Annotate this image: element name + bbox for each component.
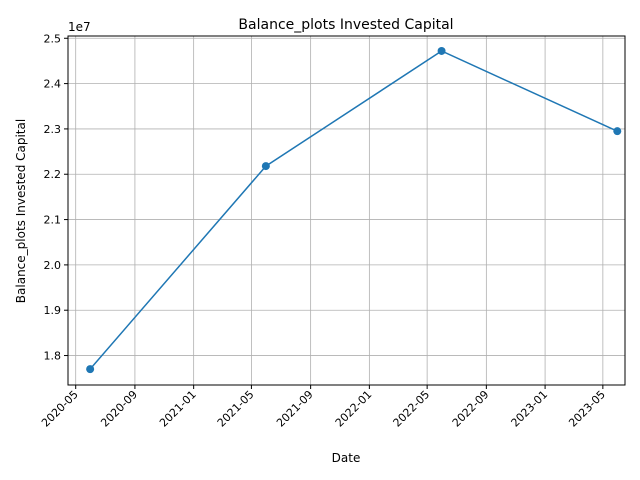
series-layer [86, 46, 622, 374]
y-tick-label: 2.3 [44, 123, 62, 136]
x-axis-ticks: 2020-05 2020-09 2021-01 2021-05 2021-09 2022-… [39, 385, 608, 430]
x-tick-label: 2022-09 [450, 388, 492, 430]
y-axis-ticks: 1.8 1.9 2.0 2.1 2.2 2.3 2.4 2.5 [44, 32, 68, 363]
chart-title: Balance_plots Invested Capital [238, 17, 453, 33]
x-tick-label: 2022-05 [391, 388, 433, 430]
series-line [89, 50, 618, 370]
data-point [261, 162, 270, 171]
y-tick-label: 2.2 [44, 168, 62, 181]
x-axis-label: Date [332, 451, 361, 465]
x-tick-label: 2023-05 [566, 388, 608, 430]
x-tick-label: 2021-09 [274, 388, 316, 430]
x-tick-label: 2021-01 [157, 388, 199, 430]
plot-frame [67, 35, 626, 386]
y-tick-label: 2.4 [44, 78, 62, 91]
x-tick-label: 2022-01 [333, 388, 375, 430]
grid-layer [68, 36, 625, 385]
y-tick-label: 2.0 [44, 259, 62, 272]
y-tick-label: 1.9 [44, 304, 62, 317]
x-tick-label: 2023-01 [509, 388, 551, 430]
x-tick-label: 2021-05 [215, 388, 257, 430]
data-point [613, 127, 622, 136]
data-point [437, 46, 446, 55]
x-tick-label: 2020-05 [39, 388, 81, 430]
data-point [86, 365, 95, 374]
y-tick-label: 1.8 [44, 350, 62, 363]
y-tick-label: 2.5 [44, 32, 62, 45]
y-axis-offset-label: 1e7 [68, 20, 91, 34]
y-axis-label: Balance_plots Invested Capital [14, 119, 28, 303]
x-tick-label: 2020-09 [98, 388, 140, 430]
y-tick-label: 2.1 [44, 214, 62, 227]
